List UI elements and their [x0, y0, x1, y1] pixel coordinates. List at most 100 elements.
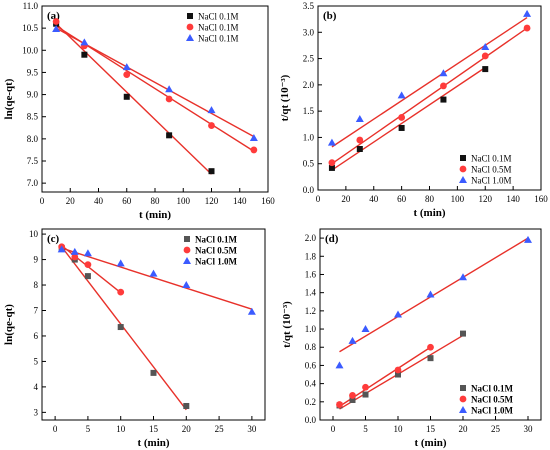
- data-point-square: [427, 355, 434, 362]
- data-point-square: [395, 371, 401, 378]
- y-tick-label: 8.5: [27, 112, 39, 122]
- legend-marker-circle: [183, 246, 191, 254]
- x-tick-label: 0: [331, 424, 336, 434]
- data-point-triangle: [397, 91, 406, 99]
- x-tick-label: 20: [182, 424, 192, 434]
- data-point-square: [183, 402, 190, 409]
- legend-label: NaCl 1.0M: [471, 176, 512, 186]
- y-tick-label: 4: [34, 382, 39, 392]
- data-point-triangle: [355, 115, 364, 123]
- x-tick-label: 0: [53, 424, 58, 434]
- data-point-triangle: [247, 307, 256, 315]
- y-tick-label: 3.5: [303, 1, 315, 11]
- data-point-triangle: [83, 249, 92, 257]
- legend-label: NaCl 0.5M: [471, 165, 512, 175]
- x-tick-label: 160: [261, 196, 275, 206]
- y-tick-label: 5: [34, 356, 39, 366]
- panel-b: 0 20 40 60 80 100 120 140 160 0.0 0.5 1.0 1.5 2.0 2.5 3…: [279, 1, 548, 219]
- data-point-square: [328, 164, 335, 171]
- y-tick-label: 1.0: [303, 132, 315, 142]
- legend-marker-circle: [459, 165, 467, 173]
- y-tick-label: 2.0: [305, 233, 317, 243]
- data-point-square: [349, 396, 356, 403]
- data-point-circle: [394, 366, 402, 374]
- y-tick-label: 10.0: [22, 45, 38, 55]
- data-point-square: [362, 391, 369, 398]
- data-point-circle: [123, 71, 131, 79]
- y-tick-label: 0.0: [305, 415, 317, 425]
- x-tick-label: 160: [534, 194, 548, 204]
- legend-label: NaCl 0.1M: [471, 384, 513, 394]
- x-tick-label: 30: [247, 424, 257, 434]
- data-point-triangle: [52, 25, 61, 33]
- x-tick-label: 40: [369, 194, 379, 204]
- x-tick-label: 15: [426, 424, 436, 434]
- data-point-circle: [362, 383, 369, 391]
- y-tick-label: 11.0: [23, 1, 39, 11]
- fit-line: [339, 237, 529, 353]
- data-point-circle: [117, 288, 125, 296]
- legend-label: NaCl 1.0M: [195, 257, 237, 267]
- legend-label: NaCl 0.1M: [471, 154, 512, 164]
- panel-label: (c): [47, 233, 60, 245]
- legend-marker-square: [460, 385, 466, 391]
- data-point-circle: [440, 82, 447, 90]
- x-tick-label: 25: [491, 424, 501, 434]
- y-tick-label: 6: [34, 331, 39, 341]
- data-point-triangle: [394, 310, 402, 318]
- x-axis-label: t (min): [414, 437, 446, 449]
- y-axis-label: ln(qe-qt): [3, 78, 15, 119]
- x-tick-label: 100: [451, 194, 465, 204]
- x-tick-label: 15: [149, 424, 159, 434]
- y-tick-label: 0.5: [303, 159, 315, 169]
- panel-d: 0 5 10 15 20 25 30 0.0 0.2 0.4 0.6 0.8 1.0 1.2 1.4 1.6 1…: [281, 228, 542, 449]
- legend-label: NaCl 1.0M: [471, 406, 513, 416]
- x-tick-label: 25: [215, 424, 225, 434]
- data-point-triangle: [524, 235, 532, 243]
- legend-marker-square: [184, 236, 190, 242]
- data-point-square: [84, 273, 91, 280]
- fit-line: [61, 246, 187, 411]
- x-tick-label: 60: [122, 196, 132, 206]
- x-tick-label: 5: [363, 424, 368, 434]
- data-point-square: [440, 96, 447, 103]
- y-tick-label: 7.5: [27, 156, 39, 166]
- data-point-circle: [523, 24, 531, 32]
- x-tick-label: 20: [341, 194, 351, 204]
- x-tick-label: 120: [479, 194, 493, 204]
- fit-line: [61, 245, 122, 294]
- data-point-triangle: [70, 247, 79, 255]
- panel-label: (b): [323, 10, 337, 22]
- data-point-circle: [398, 114, 406, 121]
- y-tick-label: 3: [34, 407, 39, 417]
- x-tick-label: 0: [316, 194, 321, 204]
- y-tick-label: 1.4: [305, 288, 317, 298]
- data-point-triangle: [165, 85, 174, 93]
- y-tick-label: 1.8: [305, 251, 317, 261]
- data-point-triangle: [122, 63, 131, 71]
- x-tick-label: 20: [459, 424, 469, 434]
- data-point-triangle: [80, 38, 89, 46]
- x-tick-label: 40: [94, 196, 104, 206]
- data-point-triangle: [327, 138, 336, 146]
- data-point-square: [356, 145, 363, 152]
- y-tick-label: 1.5: [303, 106, 315, 116]
- y-tick-label: 1.2: [305, 306, 316, 316]
- legend-marker-square: [460, 155, 466, 161]
- legend-label: NaCl 0.1M: [195, 235, 237, 245]
- data-point-triangle: [182, 281, 191, 289]
- data-point-circle: [336, 401, 343, 408]
- data-point-circle: [84, 261, 92, 269]
- data-point-circle: [71, 253, 79, 261]
- legend-label: NaCl 0.1M: [198, 12, 239, 22]
- data-point-circle: [427, 343, 434, 351]
- y-tick-label: 9.0: [27, 90, 39, 100]
- fit-line: [61, 247, 253, 310]
- data-point-triangle: [361, 325, 370, 333]
- data-point-circle: [208, 122, 215, 129]
- data-point-square: [398, 124, 405, 131]
- data-point-circle: [356, 136, 364, 144]
